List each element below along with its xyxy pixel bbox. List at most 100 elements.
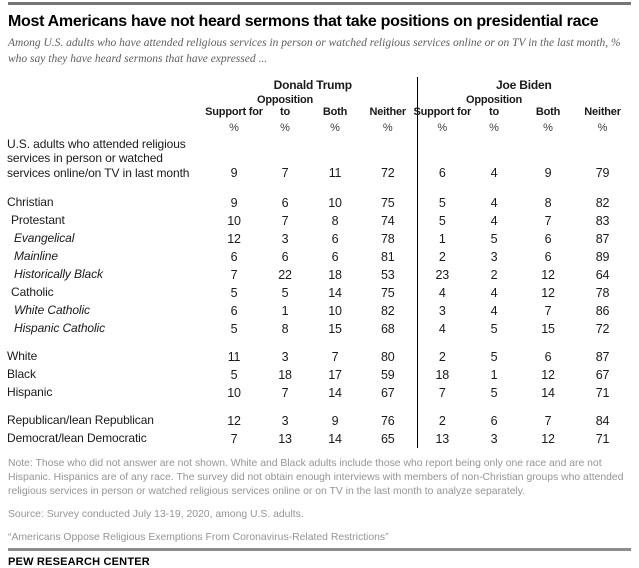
cell-value: 6 (230, 249, 238, 264)
cell-value: 89 (595, 249, 610, 264)
table-row: Mainline 6 6 6 81 2 3 6 89 (7, 247, 630, 266)
page-title: Most Americans have not heard sermons th… (8, 13, 599, 30)
cell-value: 7 (416, 383, 468, 402)
cell-value: 7 (544, 413, 552, 428)
unit-cell: % (489, 121, 499, 134)
table-row: Historically Black 7 22 18 53 23 2 12 64 (7, 265, 630, 284)
cell-value: 8 (331, 213, 339, 228)
cell-value: 5 (490, 385, 498, 400)
cell-value: 12 (541, 267, 555, 282)
cell-value: 4 (416, 319, 468, 338)
row-label: Mainline (14, 249, 58, 263)
cell-value: 12 (227, 231, 241, 246)
cell-value: 12 (227, 413, 241, 428)
unit-cell: % (229, 121, 239, 134)
cell-value: 6 (544, 231, 552, 246)
cell-value: 80 (381, 349, 395, 364)
cell-value: 10 (328, 195, 342, 210)
cell-value: 3 (490, 431, 498, 446)
brand-footer: PEW RESEARCH CENTER (8, 555, 150, 568)
cell-value: 67 (381, 385, 395, 400)
row-label: Hispanic (7, 385, 53, 399)
data-table: Donald Trump Joe Biden Support for Oppos… (7, 76, 631, 448)
cell-value: 5 (416, 211, 468, 230)
column-header: Opposition to (257, 93, 313, 120)
cell-value: 5 (230, 367, 238, 382)
cell-value: 1 (416, 229, 468, 248)
cell-value: 9 (544, 165, 552, 180)
table-row: Catholic 5 5 14 75 4 4 12 78 (7, 283, 630, 302)
cell-value: 2 (490, 267, 498, 282)
cell-value: 14 (328, 431, 342, 446)
cell-value: 67 (595, 367, 610, 382)
cell-value: 6 (544, 249, 552, 264)
table-body: U.S. adults who attended religious servi… (7, 136, 630, 448)
cell-value: 23 (416, 265, 468, 284)
row-label: Republican/lean Republican (7, 413, 154, 427)
cell-value: 12 (541, 431, 555, 446)
cell-value: 81 (381, 249, 395, 264)
column-header-label: Neither (369, 106, 407, 119)
unit-cell: % (543, 121, 553, 134)
bottom-rule (8, 548, 631, 551)
cell-value: 12 (541, 367, 555, 382)
cell-value: 7 (544, 213, 552, 228)
cell-value: 10 (227, 213, 241, 228)
column-header-label: Both (535, 106, 561, 119)
cell-value: 3 (281, 349, 289, 364)
cell-value: 11 (328, 165, 342, 180)
cell-value: 7 (281, 213, 289, 228)
cell-value: 10 (328, 303, 342, 318)
table-row: White 11 3 7 80 2 5 6 87 (7, 347, 630, 366)
cell-value: 18 (328, 267, 342, 282)
cell-value: 75 (381, 285, 395, 300)
cell-value: 84 (595, 413, 610, 428)
row-label: U.S. adults who attended religious servi… (7, 136, 190, 180)
table-row: Evangelical 12 3 6 78 1 5 6 87 (7, 229, 630, 248)
cell-value: 68 (381, 321, 395, 336)
cell-value: 17 (328, 367, 342, 382)
cell-value: 64 (595, 267, 610, 282)
unit-cell: % (382, 121, 393, 134)
cell-value: 87 (595, 349, 610, 364)
cell-value: 7 (230, 431, 238, 446)
cell-value: 4 (490, 303, 498, 318)
unit-cell: % (597, 121, 608, 134)
cell-value: 4 (490, 165, 498, 180)
cell-value: 18 (278, 367, 292, 382)
cell-value: 13 (416, 429, 468, 448)
cell-value: 2 (416, 347, 468, 366)
column-header-label: Opposition to (466, 94, 523, 119)
table-row: Black 5 18 17 59 18 1 12 67 (7, 365, 630, 384)
cell-value: 5 (490, 321, 498, 336)
cell-value: 8 (544, 195, 552, 210)
column-header-label: Support for (413, 106, 472, 119)
cell-value: 71 (595, 431, 610, 446)
cell-value: 5 (416, 193, 468, 212)
footnote: Note: Those who did not answer are not s… (8, 457, 624, 497)
cell-value: 4 (490, 213, 498, 228)
cell-value: 72 (381, 165, 395, 180)
page-subtitle: Among U.S. adults who have attended reli… (8, 37, 621, 65)
cell-value: 5 (490, 349, 498, 364)
row-label: White Catholic (14, 303, 90, 317)
cell-value: 72 (595, 321, 610, 336)
cell-value: 13 (278, 431, 292, 446)
unit-cell: % (280, 121, 290, 134)
cell-value: 7 (230, 267, 238, 282)
cell-value: 4 (490, 285, 498, 300)
cell-value: 3 (281, 231, 289, 246)
cell-value: 79 (595, 165, 610, 180)
cell-value: 7 (281, 385, 289, 400)
column-header-label: Opposition to (256, 94, 314, 119)
row-label: White (7, 349, 38, 363)
cell-value: 22 (278, 267, 292, 282)
column-header: Both (521, 93, 575, 120)
cell-value: 4 (490, 195, 498, 210)
corner-cell (7, 93, 209, 120)
table-row: Protestant 10 7 8 74 5 4 7 83 (7, 211, 630, 230)
cell-value: 78 (381, 231, 395, 246)
cell-value: 1 (281, 303, 289, 318)
cell-value: 3 (416, 301, 468, 320)
